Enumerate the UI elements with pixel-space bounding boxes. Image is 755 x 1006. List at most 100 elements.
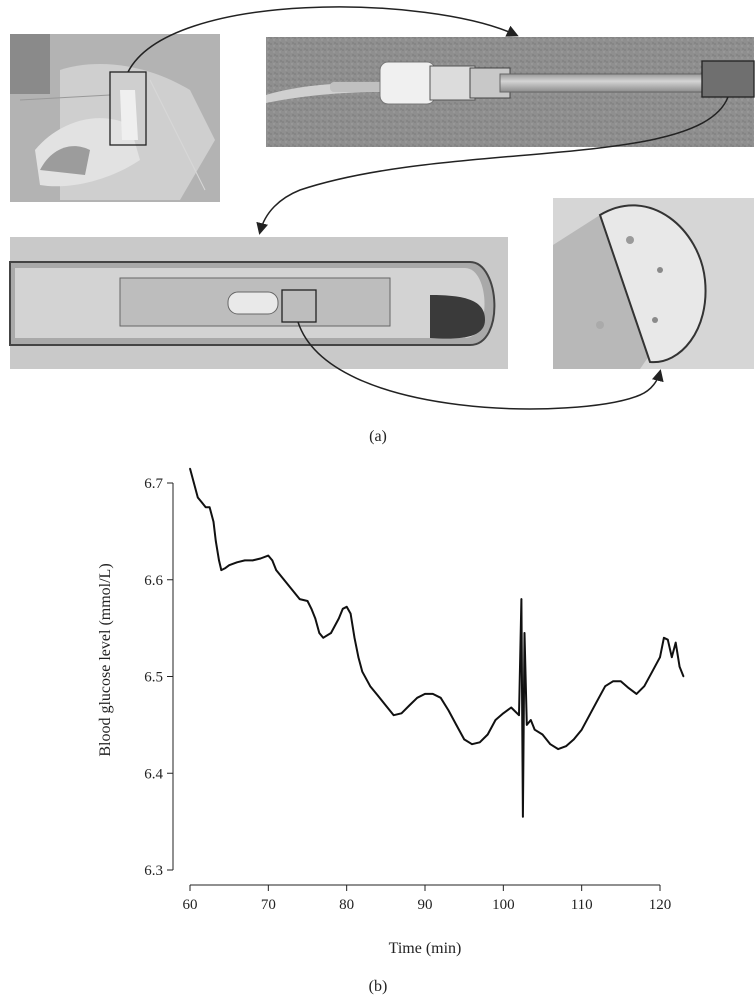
data-point [671,656,673,658]
data-point [659,656,661,658]
data-point [369,685,372,687]
data-point [271,559,274,562]
data-point [523,632,526,634]
data-point [314,617,317,620]
data-point [588,714,591,716]
x-tick-label: 70 [261,897,276,913]
data-point [201,501,203,504]
arrow-patient-to-connector [127,6,519,73]
data-point [502,712,505,715]
data-point [651,670,653,673]
patient-photo [10,34,220,202]
panel-a-label: (a) [369,428,387,445]
data-point [439,697,442,699]
data-point [526,724,528,726]
data-point [291,588,293,591]
data-point [682,675,685,678]
data-point [208,506,211,508]
data-point [306,600,309,602]
chart-series [189,467,685,818]
data-point [408,704,411,707]
data-point [318,632,321,634]
data-point [259,557,262,560]
data-point [193,482,195,484]
data-point [424,693,426,695]
data-point [357,656,360,658]
x-tick-label: 110 [571,897,593,913]
data-point [486,733,489,736]
data-point [463,738,466,741]
data-point [377,695,379,697]
fiber-end-micrograph [553,198,754,369]
data-point [298,598,301,600]
data-point [204,506,207,508]
data-point [522,816,524,818]
arrow-tip-to-fiber [297,321,664,410]
data-point [392,714,395,716]
data-point [565,745,567,747]
data-point [197,496,199,499]
y-tick-label: 6.6 [144,573,163,589]
data-point [620,680,622,683]
y-axis-title: Blood glucose level (mmol/L) [97,563,114,756]
data-point [596,699,599,702]
data-point [549,743,552,745]
data-point [400,712,403,715]
data-point [236,561,238,564]
data-point [455,724,458,726]
data-point [643,685,646,687]
data-point [667,638,669,641]
data-point [494,719,497,721]
x-tick-label: 120 [649,897,672,913]
data-point [224,567,227,569]
data-point [627,687,630,689]
x-tick-label: 60 [183,897,198,913]
data-point [283,579,285,581]
data-point [432,693,434,695]
data-point [267,554,270,557]
data-point [275,569,278,571]
data-point [520,598,523,600]
data-point [228,564,230,566]
data-point [220,569,223,571]
data-point [349,612,352,615]
data-point [322,637,325,639]
glucose-line-chart: 6.3 6.4 6.5 6.6 6.7 60 70 80 90 100 110 120 Time (m… [97,467,685,957]
data-point [251,559,254,562]
data-point [212,520,215,523]
arrow-connector-to-tip [256,96,729,235]
data-point [678,666,681,668]
x-axis-title: Time (min) [389,940,462,957]
data-point [604,685,606,687]
x-tick-label: 100 [492,897,515,913]
data-point [189,467,191,470]
data-point [361,670,364,673]
data-point [479,741,481,744]
data-point [510,706,512,709]
data-point [218,559,220,562]
data-point [385,704,387,707]
data-point [471,743,473,745]
data-point [342,608,344,610]
data-point [215,540,217,542]
data-point [557,748,559,750]
data-point [330,632,332,634]
zoom-box-connector [701,60,755,98]
data-point [310,608,313,610]
data-point [580,728,583,731]
data-point [541,733,544,736]
glucose-series-line [189,468,685,818]
x-tick-label: 80 [339,897,354,913]
chart-axes: 6.3 6.4 6.5 6.6 6.7 60 70 80 90 100 110 120 [144,476,671,913]
zoom-box-tip [281,289,317,323]
data-point [674,641,677,644]
data-point [338,617,340,620]
sensor-tip-micrograph [9,237,508,369]
x-tick-label: 90 [418,897,433,913]
data-point [533,728,536,731]
data-point [244,559,246,562]
y-tick-label: 6.3 [144,863,163,879]
data-point [573,738,575,741]
panel-b-label: (b) [368,978,388,995]
y-tick-label: 6.5 [144,670,163,686]
